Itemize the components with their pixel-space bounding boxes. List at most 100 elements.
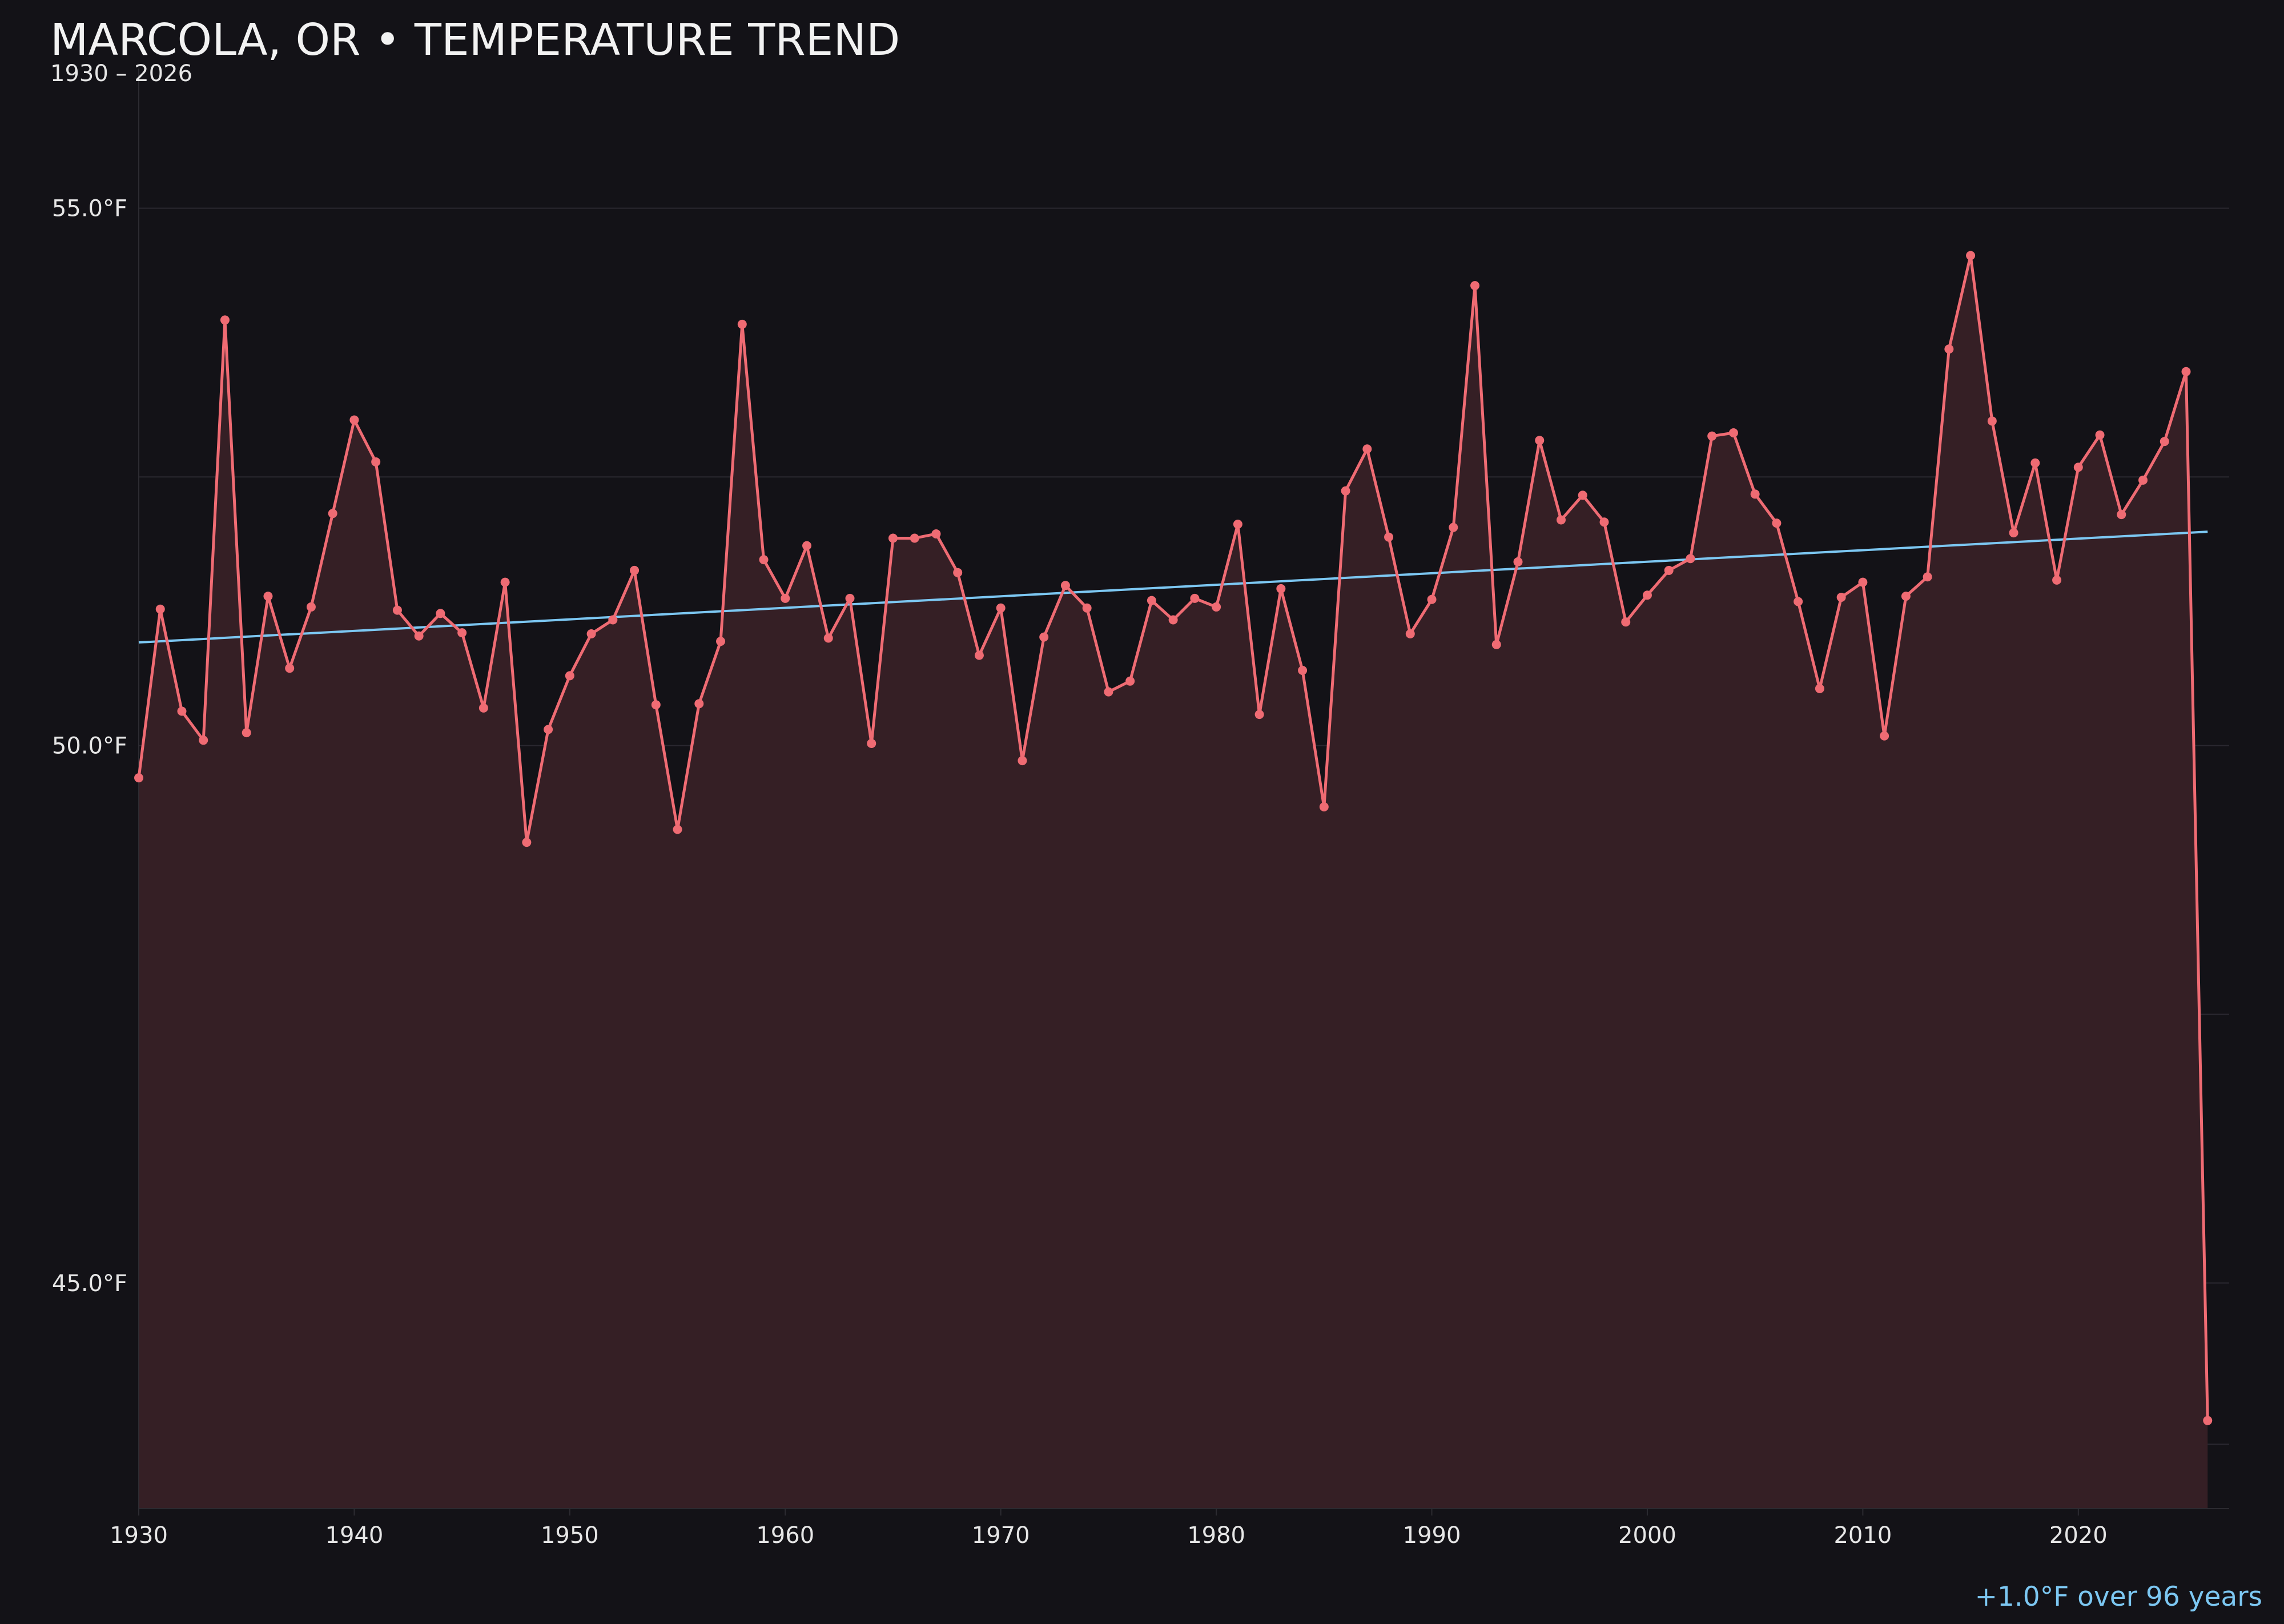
data-point bbox=[1556, 515, 1566, 525]
data-point bbox=[544, 725, 553, 734]
data-point bbox=[1254, 710, 1264, 719]
data-point bbox=[2160, 437, 2169, 447]
data-point bbox=[1599, 517, 1609, 527]
data-point bbox=[608, 615, 618, 625]
data-point bbox=[1750, 489, 1760, 499]
data-point bbox=[1319, 802, 1329, 811]
data-point bbox=[328, 509, 337, 518]
x-tick-label: 1990 bbox=[1403, 1522, 1461, 1549]
data-point bbox=[1901, 592, 1911, 601]
data-point bbox=[651, 700, 661, 710]
data-point bbox=[586, 629, 596, 638]
data-point bbox=[1168, 615, 1178, 625]
data-point bbox=[1018, 756, 1027, 766]
data-point bbox=[1966, 251, 1976, 260]
y-axis-ticks: 45.0°F 50.0°F 55.0°F bbox=[52, 196, 127, 1297]
data-point bbox=[1923, 572, 1932, 582]
data-point bbox=[1880, 731, 1889, 741]
data-point bbox=[2203, 1416, 2213, 1425]
data-point bbox=[1298, 665, 1308, 675]
data-point bbox=[1815, 684, 1824, 693]
data-point bbox=[436, 609, 445, 618]
data-points bbox=[134, 251, 2213, 1425]
data-point bbox=[1190, 593, 1200, 603]
data-point bbox=[263, 592, 273, 601]
data-point bbox=[1642, 590, 1652, 600]
data-point bbox=[2009, 528, 2018, 538]
data-point bbox=[1060, 581, 1070, 590]
data-point bbox=[1772, 518, 1782, 528]
x-axis-ticks: 1930 1940 1950 1960 1970 1980 1990 2000 2010 2020 bbox=[110, 1509, 2108, 1549]
y-tick-label: 55.0°F bbox=[52, 196, 127, 222]
data-point bbox=[1621, 617, 1631, 627]
data-point bbox=[867, 738, 876, 748]
data-point bbox=[1405, 629, 1415, 638]
data-point bbox=[500, 577, 510, 587]
data-point bbox=[177, 706, 187, 716]
data-point bbox=[673, 825, 682, 834]
area-fill bbox=[139, 255, 2208, 1509]
data-point bbox=[781, 593, 790, 603]
x-tick-label: 1930 bbox=[110, 1522, 168, 1549]
x-tick-label: 1970 bbox=[972, 1522, 1030, 1549]
data-point bbox=[1707, 431, 1717, 441]
data-point bbox=[716, 637, 726, 646]
data-point bbox=[759, 555, 769, 565]
data-point bbox=[1449, 522, 1458, 532]
x-tick-label: 1960 bbox=[756, 1522, 814, 1549]
data-point bbox=[1104, 687, 1113, 697]
data-point bbox=[2030, 458, 2040, 468]
data-point bbox=[1233, 520, 1242, 529]
data-point bbox=[1858, 577, 1868, 587]
data-point bbox=[802, 541, 812, 550]
data-point bbox=[737, 319, 747, 329]
data-point bbox=[1082, 603, 1092, 613]
y-tick-label: 50.0°F bbox=[52, 733, 127, 759]
data-point bbox=[1491, 640, 1501, 649]
data-point bbox=[1664, 565, 1674, 575]
data-point bbox=[1686, 554, 1695, 564]
chart-title: MARCOLA, OR • TEMPERATURE TREND bbox=[50, 15, 900, 66]
data-point bbox=[199, 735, 208, 745]
data-point bbox=[1513, 557, 1523, 566]
data-point bbox=[953, 568, 963, 577]
axes bbox=[138, 69, 2229, 1509]
area-fill-layer bbox=[139, 255, 2208, 1509]
trend-line-layer bbox=[138, 530, 2208, 644]
data-point bbox=[1384, 532, 1394, 542]
data-point bbox=[1836, 592, 1846, 602]
data-point bbox=[1212, 602, 1221, 612]
data-point bbox=[285, 664, 295, 673]
trend-annotation: +1.0°F over 96 years bbox=[1975, 1581, 2262, 1613]
trend-line bbox=[138, 530, 2208, 644]
data-point bbox=[1362, 444, 1372, 454]
data-point bbox=[1276, 584, 1286, 593]
data-point bbox=[2095, 430, 2105, 440]
data-point bbox=[392, 605, 402, 615]
data-point bbox=[306, 602, 316, 612]
x-tick-label: 1980 bbox=[1187, 1522, 1245, 1549]
data-point bbox=[974, 650, 984, 660]
data-point bbox=[996, 603, 1006, 613]
data-point bbox=[1427, 594, 1437, 604]
x-tick-label: 2020 bbox=[2049, 1522, 2108, 1549]
data-point bbox=[2052, 575, 2062, 585]
data-point bbox=[457, 628, 467, 638]
data-point bbox=[888, 533, 898, 543]
data-point bbox=[1987, 416, 1997, 426]
data-point bbox=[414, 631, 424, 641]
data-point bbox=[522, 838, 532, 847]
data-point bbox=[565, 671, 574, 681]
data-point bbox=[371, 457, 381, 467]
chart-subtitle: 1930 – 2026 bbox=[50, 61, 192, 87]
data-point bbox=[1341, 486, 1350, 496]
data-point bbox=[220, 315, 230, 325]
x-tick-label: 1940 bbox=[325, 1522, 384, 1549]
x-tick-label: 2010 bbox=[1833, 1522, 1892, 1549]
y-tick-label: 45.0°F bbox=[52, 1271, 127, 1297]
data-point bbox=[931, 529, 941, 538]
data-point bbox=[242, 728, 251, 738]
data-point bbox=[2138, 475, 2148, 485]
data-point bbox=[155, 604, 165, 614]
